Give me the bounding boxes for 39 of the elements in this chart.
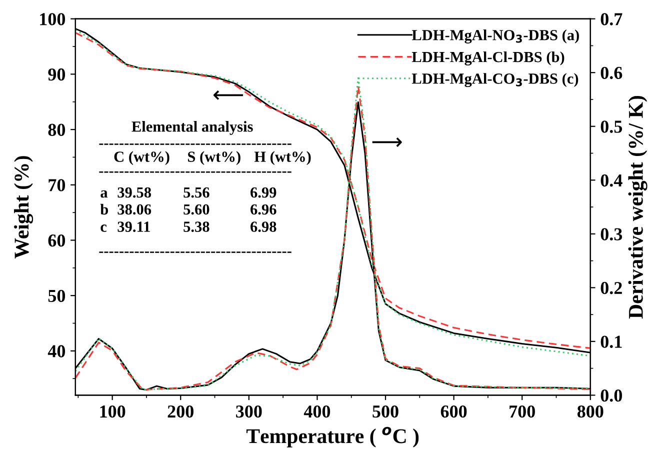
annotation: -------------------------------------- bbox=[99, 171, 292, 173]
text: a 39.58 5.56 6.99 bbox=[100, 187, 276, 198]
legend-label: LDH-MgAl-NO$_{3}$-DBS (a) bbox=[412, 30, 579, 44]
x-tick-label: 700 bbox=[510, 405, 535, 418]
y2-tick-label: 0.4 bbox=[600, 174, 622, 187]
y2-tick-label: 0.2 bbox=[600, 282, 622, 294]
y-axis-title: Weight (%) bbox=[14, 156, 34, 258]
x-tick-label: 100 bbox=[100, 405, 126, 418]
y2-tick-label: 0.1 bbox=[600, 336, 622, 348]
x-tick-label: 800 bbox=[577, 405, 604, 418]
legend-label: LDH-MgAl-CO$_{3}$-DBS (c) bbox=[412, 73, 578, 88]
x-axis-title: Temperature ( $^{o}$C ) bbox=[246, 426, 419, 448]
legend-label: LDH-MgAl-Cl-DBS (b) bbox=[412, 51, 564, 66]
annotation: -------------------------------------- bbox=[99, 144, 292, 145]
x-tick-label: 300 bbox=[236, 405, 262, 418]
y2-tick-label: 0.5 bbox=[600, 120, 622, 133]
y2-tick-label: 0.0 bbox=[600, 389, 622, 402]
y-tick-label: 40 bbox=[48, 345, 66, 358]
text: b 38.06 5.60 6.96 bbox=[100, 204, 276, 215]
text: C (wt%) S (wt%) H (wt%) bbox=[114, 151, 311, 166]
y-tick-label: 100 bbox=[40, 13, 66, 26]
x-tick-label: 500 bbox=[372, 405, 398, 418]
annotation: ⟶ bbox=[372, 137, 402, 147]
text: c 39.11 5.38 6.98 bbox=[100, 222, 276, 232]
y2-tick-label: 0.6 bbox=[600, 66, 622, 80]
y-tick-label: 80 bbox=[48, 124, 66, 136]
y2-tick-label: 0.3 bbox=[600, 228, 622, 240]
x-tick-label: 200 bbox=[168, 405, 194, 418]
x-tick-label: 400 bbox=[304, 405, 330, 418]
x-tick-label: 600 bbox=[440, 405, 467, 418]
annotation: ⟵ bbox=[214, 90, 244, 100]
y2-axis-title: Derivative weight (%/ K) bbox=[628, 96, 648, 319]
y-tick-label: 50 bbox=[48, 290, 66, 302]
y2-tick-label: 0.7 bbox=[600, 13, 622, 26]
y-tick-label: 70 bbox=[48, 179, 66, 192]
y-tick-label: 90 bbox=[48, 68, 66, 81]
annotation: -------------------------------------- bbox=[99, 252, 292, 253]
y-tick-label: 60 bbox=[48, 234, 66, 247]
annotation: Elemental analysis bbox=[132, 121, 253, 135]
